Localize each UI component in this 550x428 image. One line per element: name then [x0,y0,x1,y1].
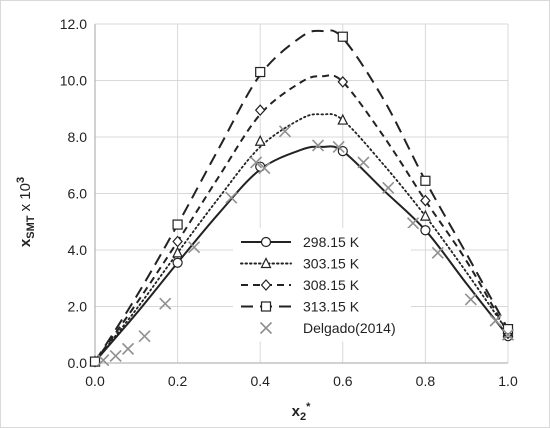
legend-label: 313.15 K [303,299,360,315]
data-point-x [332,140,345,153]
legend-label: 303.15 K [303,256,360,272]
series-line [94,145,509,363]
data-point-x [97,354,110,367]
data-point-square [337,31,348,42]
x-axis-title-sub: 2 [300,411,306,423]
data-point-x [138,330,151,343]
data-point-diamond [172,235,183,248]
data-point-square [502,324,514,335]
data-point-diamond [254,104,266,117]
data-point-x [311,139,325,152]
data-point-triangle [419,209,431,221]
x-axis-title-sup: * [306,401,311,413]
legend: 298.15 K 303.15 K 308.15 K 313.15 K Delgado(… [233,228,411,342]
legend-item: 303.15 K [240,256,360,272]
x-axis-title-main: x [292,403,301,420]
data-point-square [420,175,431,186]
data-point-x [278,125,292,138]
legend-marker-circle [260,236,272,248]
legend-marker-triangle [260,257,272,269]
series-line [94,113,509,363]
x-tick-label: 0.0 [85,373,105,389]
series-3 [94,29,509,363]
y-axis-title-main: x [17,238,34,247]
y-tick-label: 10.0 [60,73,87,89]
data-point-diamond [420,194,431,207]
data-point-square [172,219,183,230]
data-point-x [121,342,135,355]
data-point-triangle [254,134,266,146]
series-markers-4 [97,125,515,367]
data-point-triangle [172,246,184,258]
x-tick-label: 0.8 [416,373,436,389]
data-point-x [489,314,502,327]
legend-marker-diamond [260,279,272,291]
y-tick-label: 6.0 [68,186,88,202]
data-point-x [258,162,271,175]
legend-item: Delgado(2014) [259,320,396,336]
data-point-x [188,241,201,254]
legend-item: 298.15 K [241,234,360,250]
data-point-x [250,156,263,169]
data-point-x [501,328,515,341]
data-point-x [382,181,395,194]
series-markers-3 [89,31,514,367]
legend-marker-x [259,321,273,335]
data-point-square [255,66,266,78]
x-tick-label: 1.0 [498,373,518,389]
y-axis-title-sub: SMT [25,215,37,239]
y-tick-label: 8.0 [68,129,88,145]
series-layer [89,29,515,368]
data-point-x [225,191,238,204]
series-line [94,29,509,363]
data-point-triangle [337,113,349,125]
axes: 0.0 2.0 4.0 6.0 8.0 10.0 12.0 0.0 0.2 0.4 0.6 0.8 1.… [60,16,518,389]
series-line [94,74,509,363]
data-point-x [109,349,122,363]
legend-label: 308.15 K [303,277,360,293]
y-axis-title-sup: 3 [15,177,27,183]
legend-item: 313.15 K [241,299,360,315]
data-point-circle [172,257,183,268]
y-tick-label: 0.0 [68,355,88,371]
y-axis-title: xSMT x 103 [15,177,37,247]
x-tick-label: 0.2 [168,373,188,389]
legend-label: Delgado(2014) [303,320,396,336]
y-tick-label: 4.0 [68,242,88,258]
data-point-x [464,293,477,306]
data-point-x [357,156,370,169]
legend-label: 298.15 K [303,234,360,250]
y-tick-label: 2.0 [68,299,88,315]
legend-marker-square [260,301,272,312]
x-tick-label: 0.4 [250,373,270,389]
y-axis-title-mid: x 10 [17,183,34,216]
series-2 [94,74,509,363]
x-axis-title: x2* [292,401,311,423]
data-point-circle [420,225,431,236]
data-point-x [431,246,444,259]
data-point-x [159,297,172,310]
legend-item: 308.15 K [241,277,360,293]
series-1 [94,113,509,363]
data-point-x [406,217,420,230]
data-point-square [89,356,101,367]
y-tick-label: 12.0 [60,16,87,32]
x-tick-label: 0.6 [333,373,353,389]
data-point-diamond [337,76,349,88]
series-0 [94,145,509,363]
